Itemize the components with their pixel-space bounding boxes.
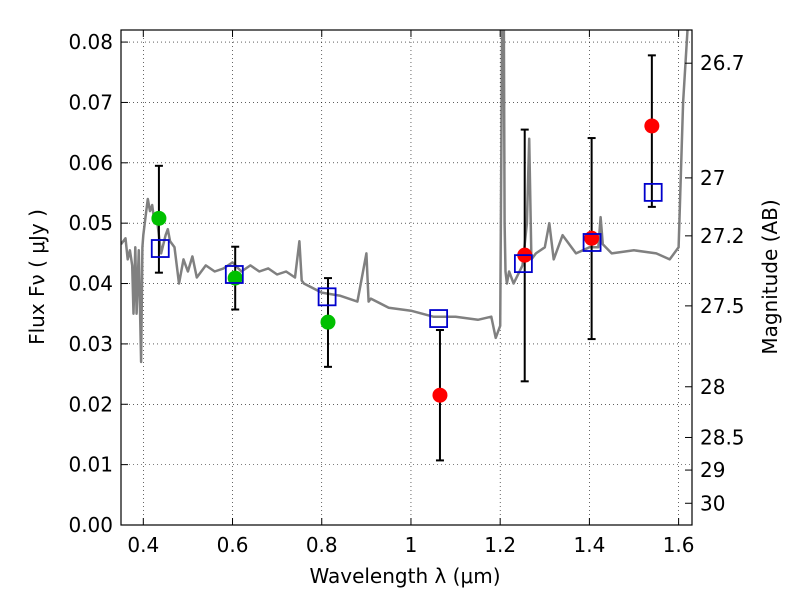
observed-optical-point xyxy=(227,270,243,286)
y2-tick-label: 26.7 xyxy=(700,51,745,75)
y-tick-label: 0.05 xyxy=(68,211,113,235)
y-tick-label: 0.02 xyxy=(68,392,113,416)
y2-tick-label: 28 xyxy=(700,375,725,399)
y-tick-label: 0.06 xyxy=(68,151,113,175)
y2-tick-label: 27.2 xyxy=(700,224,745,248)
plot-frame xyxy=(120,29,693,526)
model-photometry-square xyxy=(317,287,337,307)
observed-infrared-point xyxy=(584,230,600,246)
y-axis-label: Flux Fν ( μJy ) xyxy=(25,209,49,345)
observed-optical-point xyxy=(151,210,167,226)
model-photometry-square xyxy=(643,182,663,202)
y2-axis-label: Magnitude (AB) xyxy=(758,199,782,354)
observed-infrared-point xyxy=(644,118,660,134)
y2-tick-label: 28.5 xyxy=(700,425,745,449)
x-tick-label: 1.4 xyxy=(573,533,605,557)
y-tick-label: 0.03 xyxy=(68,332,113,356)
y-tick-label: 0.00 xyxy=(68,513,113,537)
observed-infrared-point xyxy=(432,387,448,403)
x-tick-label: 1 xyxy=(405,533,418,557)
x-tick-label: 0.8 xyxy=(306,533,338,557)
model-photometry-square xyxy=(429,309,449,328)
model-photometry-square xyxy=(513,254,533,274)
plot-area xyxy=(121,30,689,462)
x-tick-label: 0.4 xyxy=(127,533,159,557)
x-tick-label: 0.6 xyxy=(217,533,249,557)
template-spectrum-line xyxy=(121,30,689,364)
y2-tick-label: 27.5 xyxy=(700,294,745,318)
y2-tick-label: 27 xyxy=(700,166,725,190)
model-photometry-square xyxy=(224,265,244,284)
x-axis-label: Wavelength λ (μm) xyxy=(309,564,500,588)
y-tick-label: 0.08 xyxy=(68,30,113,54)
y-tick-label: 0.01 xyxy=(68,453,113,477)
y2-tick-label: 30 xyxy=(700,491,725,515)
axes: 0.4 0.6 0.8 1 1.2 1.4 1.6 0.00 0.01 0.02 0.03 0.04 0… xyxy=(68,30,745,557)
y-tick-label: 0.04 xyxy=(68,272,113,296)
y2-tick-label: 29 xyxy=(700,458,725,482)
x-tick-label: 1.2 xyxy=(484,533,516,557)
observed-optical-point xyxy=(320,314,336,330)
y-tick-label: 0.07 xyxy=(68,90,113,114)
model-photometry-square xyxy=(582,233,602,252)
x-tick-label: 1.6 xyxy=(663,533,695,557)
model-photometry-square xyxy=(150,239,170,258)
grid xyxy=(121,30,692,526)
